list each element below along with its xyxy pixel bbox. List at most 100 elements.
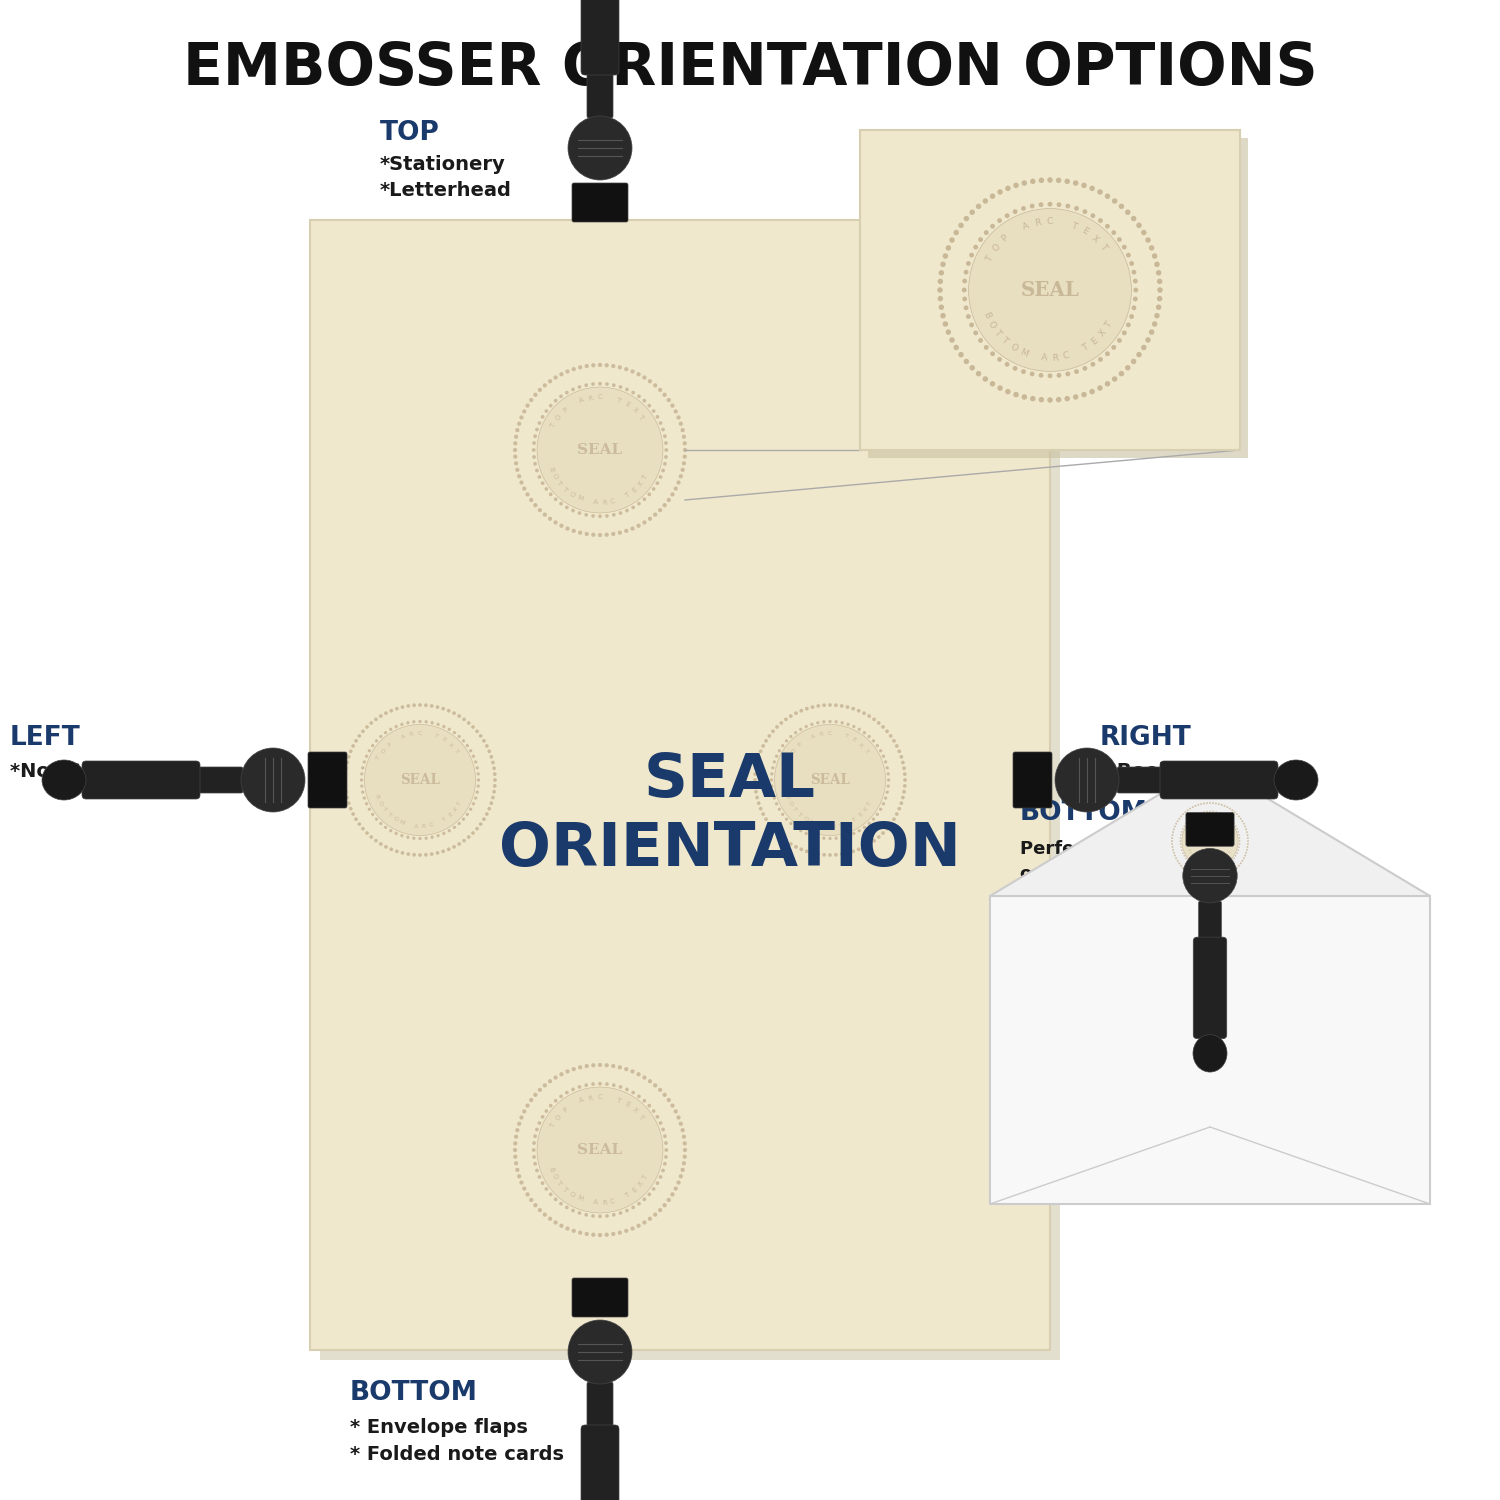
- Circle shape: [554, 520, 558, 525]
- Circle shape: [676, 416, 681, 420]
- Text: EMBOSSER ORIENTATION OPTIONS: EMBOSSER ORIENTATION OPTIONS: [183, 40, 1317, 98]
- Circle shape: [1227, 816, 1228, 818]
- Circle shape: [1245, 828, 1246, 830]
- Circle shape: [770, 778, 772, 782]
- Circle shape: [624, 1066, 628, 1071]
- Circle shape: [368, 807, 370, 812]
- Circle shape: [1131, 306, 1137, 310]
- Circle shape: [490, 795, 495, 800]
- Circle shape: [578, 386, 582, 388]
- Circle shape: [762, 812, 765, 816]
- Circle shape: [630, 369, 634, 374]
- Circle shape: [1238, 831, 1239, 833]
- FancyBboxPatch shape: [1118, 766, 1166, 794]
- Circle shape: [538, 509, 542, 512]
- Circle shape: [549, 1104, 552, 1107]
- Circle shape: [1172, 849, 1174, 850]
- Circle shape: [591, 514, 596, 517]
- Circle shape: [784, 740, 788, 742]
- Circle shape: [681, 427, 686, 432]
- Circle shape: [676, 480, 681, 484]
- Circle shape: [544, 410, 548, 413]
- Circle shape: [532, 1203, 537, 1208]
- Circle shape: [990, 351, 994, 355]
- Circle shape: [810, 834, 813, 837]
- Circle shape: [572, 1209, 574, 1212]
- Text: A: A: [810, 734, 816, 740]
- Text: B: B: [1186, 847, 1191, 852]
- Circle shape: [886, 778, 890, 782]
- Circle shape: [612, 1214, 615, 1216]
- Circle shape: [419, 853, 422, 856]
- Circle shape: [1228, 862, 1230, 864]
- Circle shape: [670, 1192, 675, 1197]
- Circle shape: [532, 1142, 536, 1144]
- Circle shape: [762, 744, 765, 748]
- Circle shape: [800, 728, 802, 730]
- Circle shape: [1203, 878, 1204, 879]
- Circle shape: [770, 784, 774, 788]
- Circle shape: [846, 705, 849, 710]
- Circle shape: [519, 480, 524, 484]
- Circle shape: [1232, 871, 1233, 873]
- Text: RIGHT: RIGHT: [1100, 724, 1191, 752]
- Circle shape: [867, 714, 871, 718]
- Circle shape: [1005, 362, 1010, 366]
- Circle shape: [1215, 802, 1216, 804]
- Circle shape: [1182, 813, 1238, 868]
- Circle shape: [834, 853, 839, 856]
- Text: T: T: [453, 748, 459, 754]
- Circle shape: [828, 853, 833, 856]
- Circle shape: [489, 801, 494, 806]
- Circle shape: [1209, 810, 1210, 812]
- Text: O: O: [786, 800, 794, 807]
- Circle shape: [800, 847, 802, 850]
- Circle shape: [1172, 834, 1173, 836]
- Circle shape: [477, 772, 480, 776]
- Text: O: O: [986, 320, 998, 330]
- Text: C: C: [1047, 217, 1053, 226]
- Circle shape: [1179, 840, 1180, 842]
- Circle shape: [1180, 864, 1182, 867]
- Circle shape: [1245, 852, 1246, 853]
- Circle shape: [1239, 843, 1240, 844]
- Text: *Stationery
*Letterhead: *Stationery *Letterhead: [380, 154, 512, 201]
- Circle shape: [1206, 870, 1208, 871]
- Circle shape: [513, 441, 517, 446]
- Circle shape: [978, 237, 982, 242]
- Circle shape: [846, 850, 849, 855]
- Circle shape: [1136, 222, 1142, 228]
- Circle shape: [1227, 864, 1228, 865]
- Circle shape: [1122, 330, 1126, 336]
- Circle shape: [364, 831, 369, 836]
- Circle shape: [892, 818, 896, 821]
- FancyBboxPatch shape: [580, 0, 620, 75]
- Circle shape: [1134, 288, 1138, 292]
- Circle shape: [663, 435, 666, 438]
- Circle shape: [794, 844, 798, 849]
- Circle shape: [764, 740, 768, 742]
- Circle shape: [1174, 855, 1176, 856]
- Circle shape: [663, 1134, 666, 1138]
- Circle shape: [413, 837, 416, 840]
- Text: M: M: [1198, 861, 1203, 865]
- Text: T: T: [615, 1096, 621, 1104]
- Circle shape: [406, 852, 410, 856]
- Circle shape: [566, 1227, 570, 1230]
- Circle shape: [794, 711, 798, 716]
- Circle shape: [1029, 372, 1035, 376]
- Circle shape: [537, 1088, 663, 1214]
- Circle shape: [862, 844, 865, 849]
- Text: M: M: [1019, 346, 1029, 358]
- Circle shape: [354, 818, 358, 821]
- Circle shape: [612, 513, 615, 516]
- Circle shape: [364, 802, 368, 806]
- Circle shape: [954, 230, 958, 236]
- Circle shape: [784, 717, 788, 722]
- Text: T: T: [1098, 243, 1108, 252]
- Circle shape: [370, 744, 375, 747]
- Circle shape: [1038, 202, 1044, 207]
- Text: C: C: [597, 1095, 603, 1101]
- Circle shape: [554, 1221, 558, 1224]
- Circle shape: [540, 1182, 544, 1185]
